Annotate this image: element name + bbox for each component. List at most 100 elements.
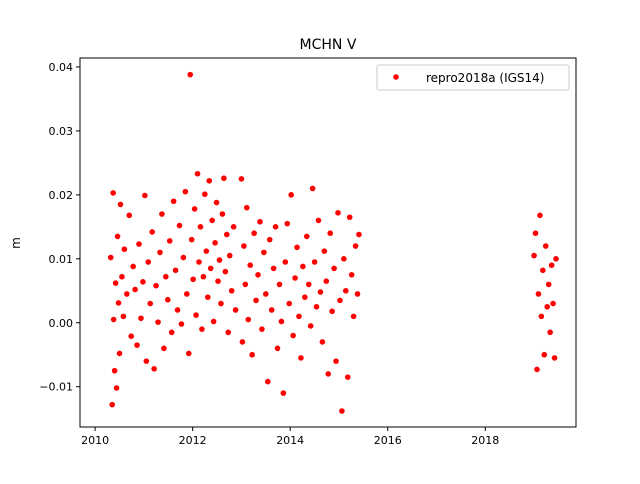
data-point xyxy=(134,342,140,348)
data-point xyxy=(163,273,169,280)
data-point xyxy=(221,175,227,182)
y-tick-label: −0.01 xyxy=(39,381,73,394)
data-point xyxy=(315,217,322,224)
data-point xyxy=(232,307,239,313)
x-tick-label: 2018 xyxy=(471,434,499,447)
data-point xyxy=(187,71,194,78)
data-point xyxy=(333,358,339,364)
y-tick-label: 0.04 xyxy=(49,61,74,74)
data-point xyxy=(142,192,148,199)
data-point xyxy=(159,211,165,217)
data-point xyxy=(286,300,293,307)
data-point xyxy=(329,308,335,315)
plot-frame xyxy=(79,57,577,428)
data-point xyxy=(259,326,265,332)
data-point xyxy=(343,287,349,294)
data-point xyxy=(280,390,287,396)
data-point xyxy=(300,263,306,270)
data-point xyxy=(238,176,245,182)
data-point xyxy=(226,252,233,259)
data-point xyxy=(151,366,157,372)
data-point xyxy=(178,321,185,327)
data-point xyxy=(107,254,114,261)
data-point xyxy=(544,303,551,310)
legend: repro2018a (IGS14) xyxy=(376,64,570,91)
data-point xyxy=(346,214,353,221)
data-point xyxy=(206,177,213,184)
data-point xyxy=(218,300,224,307)
y-tick-label: 0.00 xyxy=(49,317,74,330)
data-point xyxy=(276,281,283,288)
data-point xyxy=(132,286,138,293)
data-point xyxy=(247,262,254,269)
data-point xyxy=(317,289,324,295)
legend-marker xyxy=(393,74,399,80)
data-point xyxy=(532,230,539,237)
data-point xyxy=(245,316,252,323)
data-point xyxy=(288,192,294,198)
data-point xyxy=(207,265,214,272)
data-point xyxy=(126,212,133,219)
data-point xyxy=(190,276,196,283)
x-axis: 2010 2012 2014 2016 2018 xyxy=(81,427,499,447)
data-point xyxy=(534,366,540,373)
data-point xyxy=(284,220,291,227)
data-point xyxy=(209,217,215,224)
data-point xyxy=(331,265,337,272)
data-point xyxy=(212,240,218,246)
data-point xyxy=(145,259,152,265)
data-point xyxy=(143,358,150,364)
data-point xyxy=(542,243,549,249)
data-point xyxy=(202,191,208,198)
data-point xyxy=(538,313,545,320)
data-point xyxy=(153,282,159,289)
data-point xyxy=(257,218,263,225)
data-point xyxy=(535,291,542,297)
data-point xyxy=(168,329,175,336)
data-point xyxy=(309,185,316,192)
data-point xyxy=(294,244,300,251)
data-point xyxy=(215,278,221,284)
data-point xyxy=(176,222,183,229)
data-point xyxy=(243,204,250,211)
data-point xyxy=(311,259,318,265)
data-point xyxy=(113,385,120,391)
data-point xyxy=(230,224,237,230)
y-tick-label: 0.03 xyxy=(49,125,74,138)
data-point xyxy=(313,303,320,310)
data-point xyxy=(219,211,226,217)
data-point xyxy=(166,238,173,244)
data-point xyxy=(341,256,347,262)
data-point xyxy=(157,249,163,256)
x-tick-label: 2014 xyxy=(276,434,304,447)
chart-title: MCHN V xyxy=(300,37,357,53)
data-point xyxy=(242,281,249,288)
data-point xyxy=(147,300,154,307)
data-point xyxy=(210,318,217,325)
data-point xyxy=(114,233,121,240)
data-point xyxy=(185,350,192,357)
data-point xyxy=(200,273,207,280)
data-point xyxy=(120,313,127,320)
x-tick-label: 2012 xyxy=(179,434,207,447)
data-point xyxy=(548,262,555,269)
data-point xyxy=(182,188,189,195)
data-point xyxy=(124,291,130,297)
data-point xyxy=(350,313,357,320)
data-point xyxy=(541,351,548,358)
data-point xyxy=(270,265,277,272)
data-point xyxy=(241,243,247,249)
y-axis: −0.01 0.00 0.01 0.02 0.03 0.04 xyxy=(39,61,80,394)
data-point xyxy=(170,198,177,205)
data-point xyxy=(224,231,230,238)
data-point xyxy=(266,236,273,243)
data-point xyxy=(547,329,553,336)
data-point xyxy=(116,350,123,357)
data-point xyxy=(319,339,326,345)
data-point xyxy=(199,326,205,332)
data-point xyxy=(203,248,210,254)
data-point xyxy=(352,243,359,249)
data-point xyxy=(261,249,267,256)
data-point xyxy=(239,339,246,345)
